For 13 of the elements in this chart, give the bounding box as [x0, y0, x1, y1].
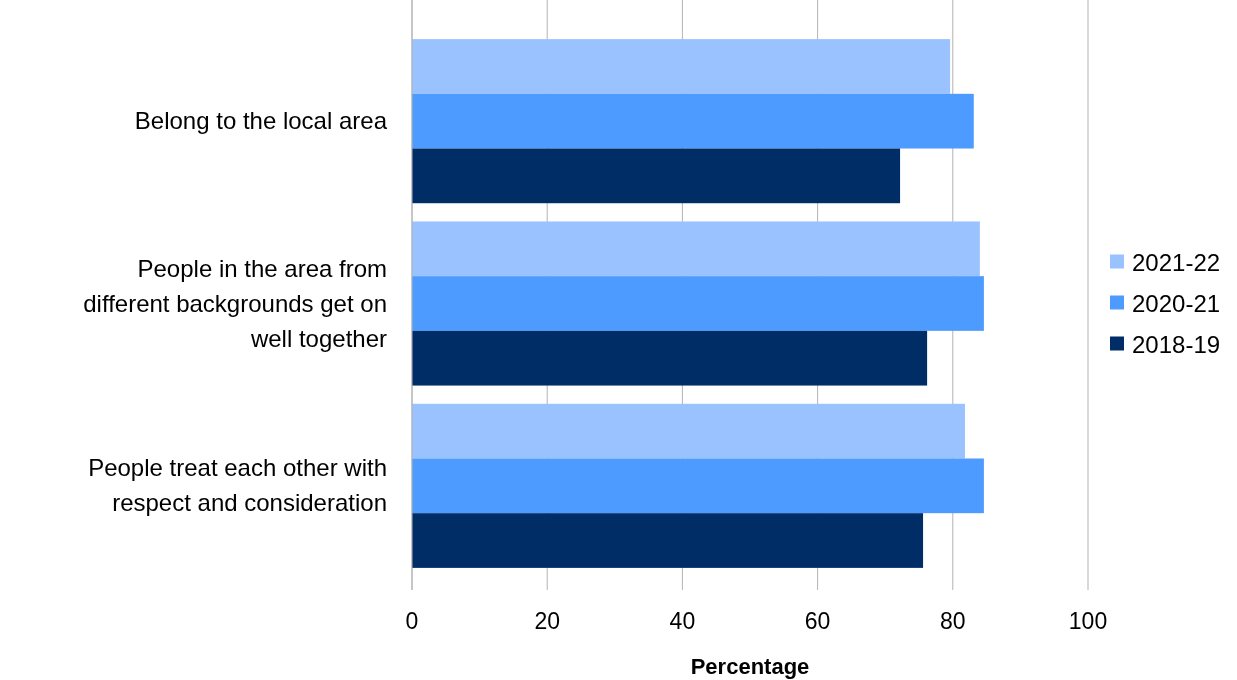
x-tick-label: 100 — [1068, 608, 1108, 634]
x-axis-title: Percentage — [690, 654, 810, 679]
legend-label: 2018-19 — [1132, 330, 1221, 358]
legend-label: 2020-21 — [1132, 289, 1221, 317]
legend-label: 2021-22 — [1132, 248, 1221, 276]
x-tick-label: 60 — [804, 608, 831, 634]
x-tick-label: 40 — [669, 608, 696, 634]
x-tick-label: 0 — [405, 608, 419, 634]
x-tick-label: 20 — [534, 608, 560, 634]
x-tick-label: 80 — [940, 608, 966, 634]
y-tick-label: People treat each other with respect and consideration — [88, 454, 387, 517]
y-tick-label: Belong to the local area — [134, 107, 388, 135]
y-tick-label: People in the area from different backgrounds get on well together — [83, 254, 388, 352]
